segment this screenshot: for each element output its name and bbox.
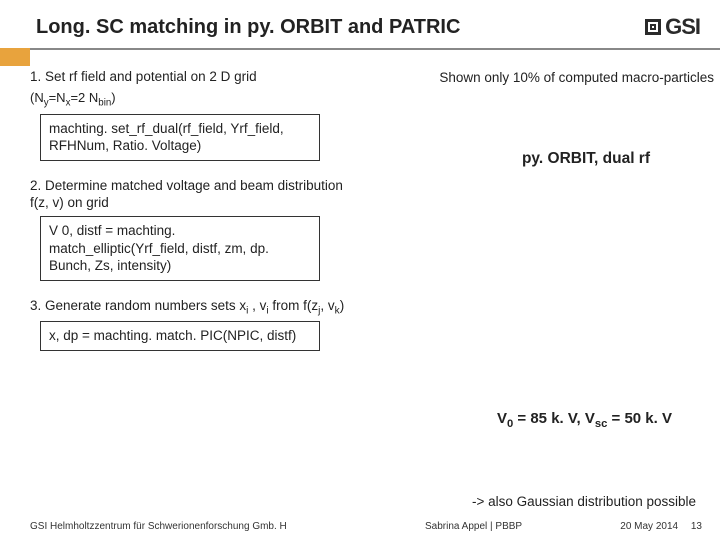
steps-column: 1. Set rf field and potential on 2 D gri…	[30, 68, 350, 351]
content-area: Shown only 10% of computed macro-particl…	[0, 50, 720, 351]
pyorbit-label: py. ORBIT, dual rf	[522, 150, 650, 168]
footer-author: Sabrina Appel | PBBP	[287, 521, 620, 532]
step3-code: x, dp = machting. match. PIC(NPIC, distf…	[40, 321, 320, 351]
title-bar: Long. SC matching in py. ORBIT and PATRI…	[0, 0, 720, 50]
footer-right: 20 May 2014 13	[620, 521, 702, 532]
step3-label: 3. Generate random numbers sets xi , vi …	[30, 297, 350, 318]
logo-text: GSI	[665, 14, 700, 40]
gaussian-note: -> also Gaussian distribution possible	[472, 494, 696, 509]
footer: GSI Helmholtzzentrum für Schwerionenfors…	[0, 521, 720, 532]
voltage-values: V0 = 85 k. V, Vsc = 50 k. V	[497, 410, 672, 430]
footer-org: GSI Helmholtzzentrum für Schwerionenfors…	[30, 521, 287, 532]
page-title: Long. SC matching in py. ORBIT and PATRI…	[36, 16, 645, 39]
step1-label: 1. Set rf field and potential on 2 D gri…	[30, 68, 350, 86]
step2-code: V 0, distf = machting. match_elliptic(Yr…	[40, 216, 320, 281]
macro-particles-note: Shown only 10% of computed macro-particl…	[439, 70, 714, 85]
step1-code: machting. set_rf_dual(rf_field, Yrf_fiel…	[40, 114, 320, 161]
step2-label: 2. Determine matched voltage and beam di…	[30, 177, 350, 212]
step1-sublabel: (Ny=Nx=2 Nbin)	[30, 90, 350, 110]
logo-square-icon	[645, 19, 661, 35]
gsi-logo: GSI	[645, 14, 700, 40]
footer-date: 20 May 2014	[620, 521, 678, 532]
footer-page-number: 13	[691, 521, 702, 532]
